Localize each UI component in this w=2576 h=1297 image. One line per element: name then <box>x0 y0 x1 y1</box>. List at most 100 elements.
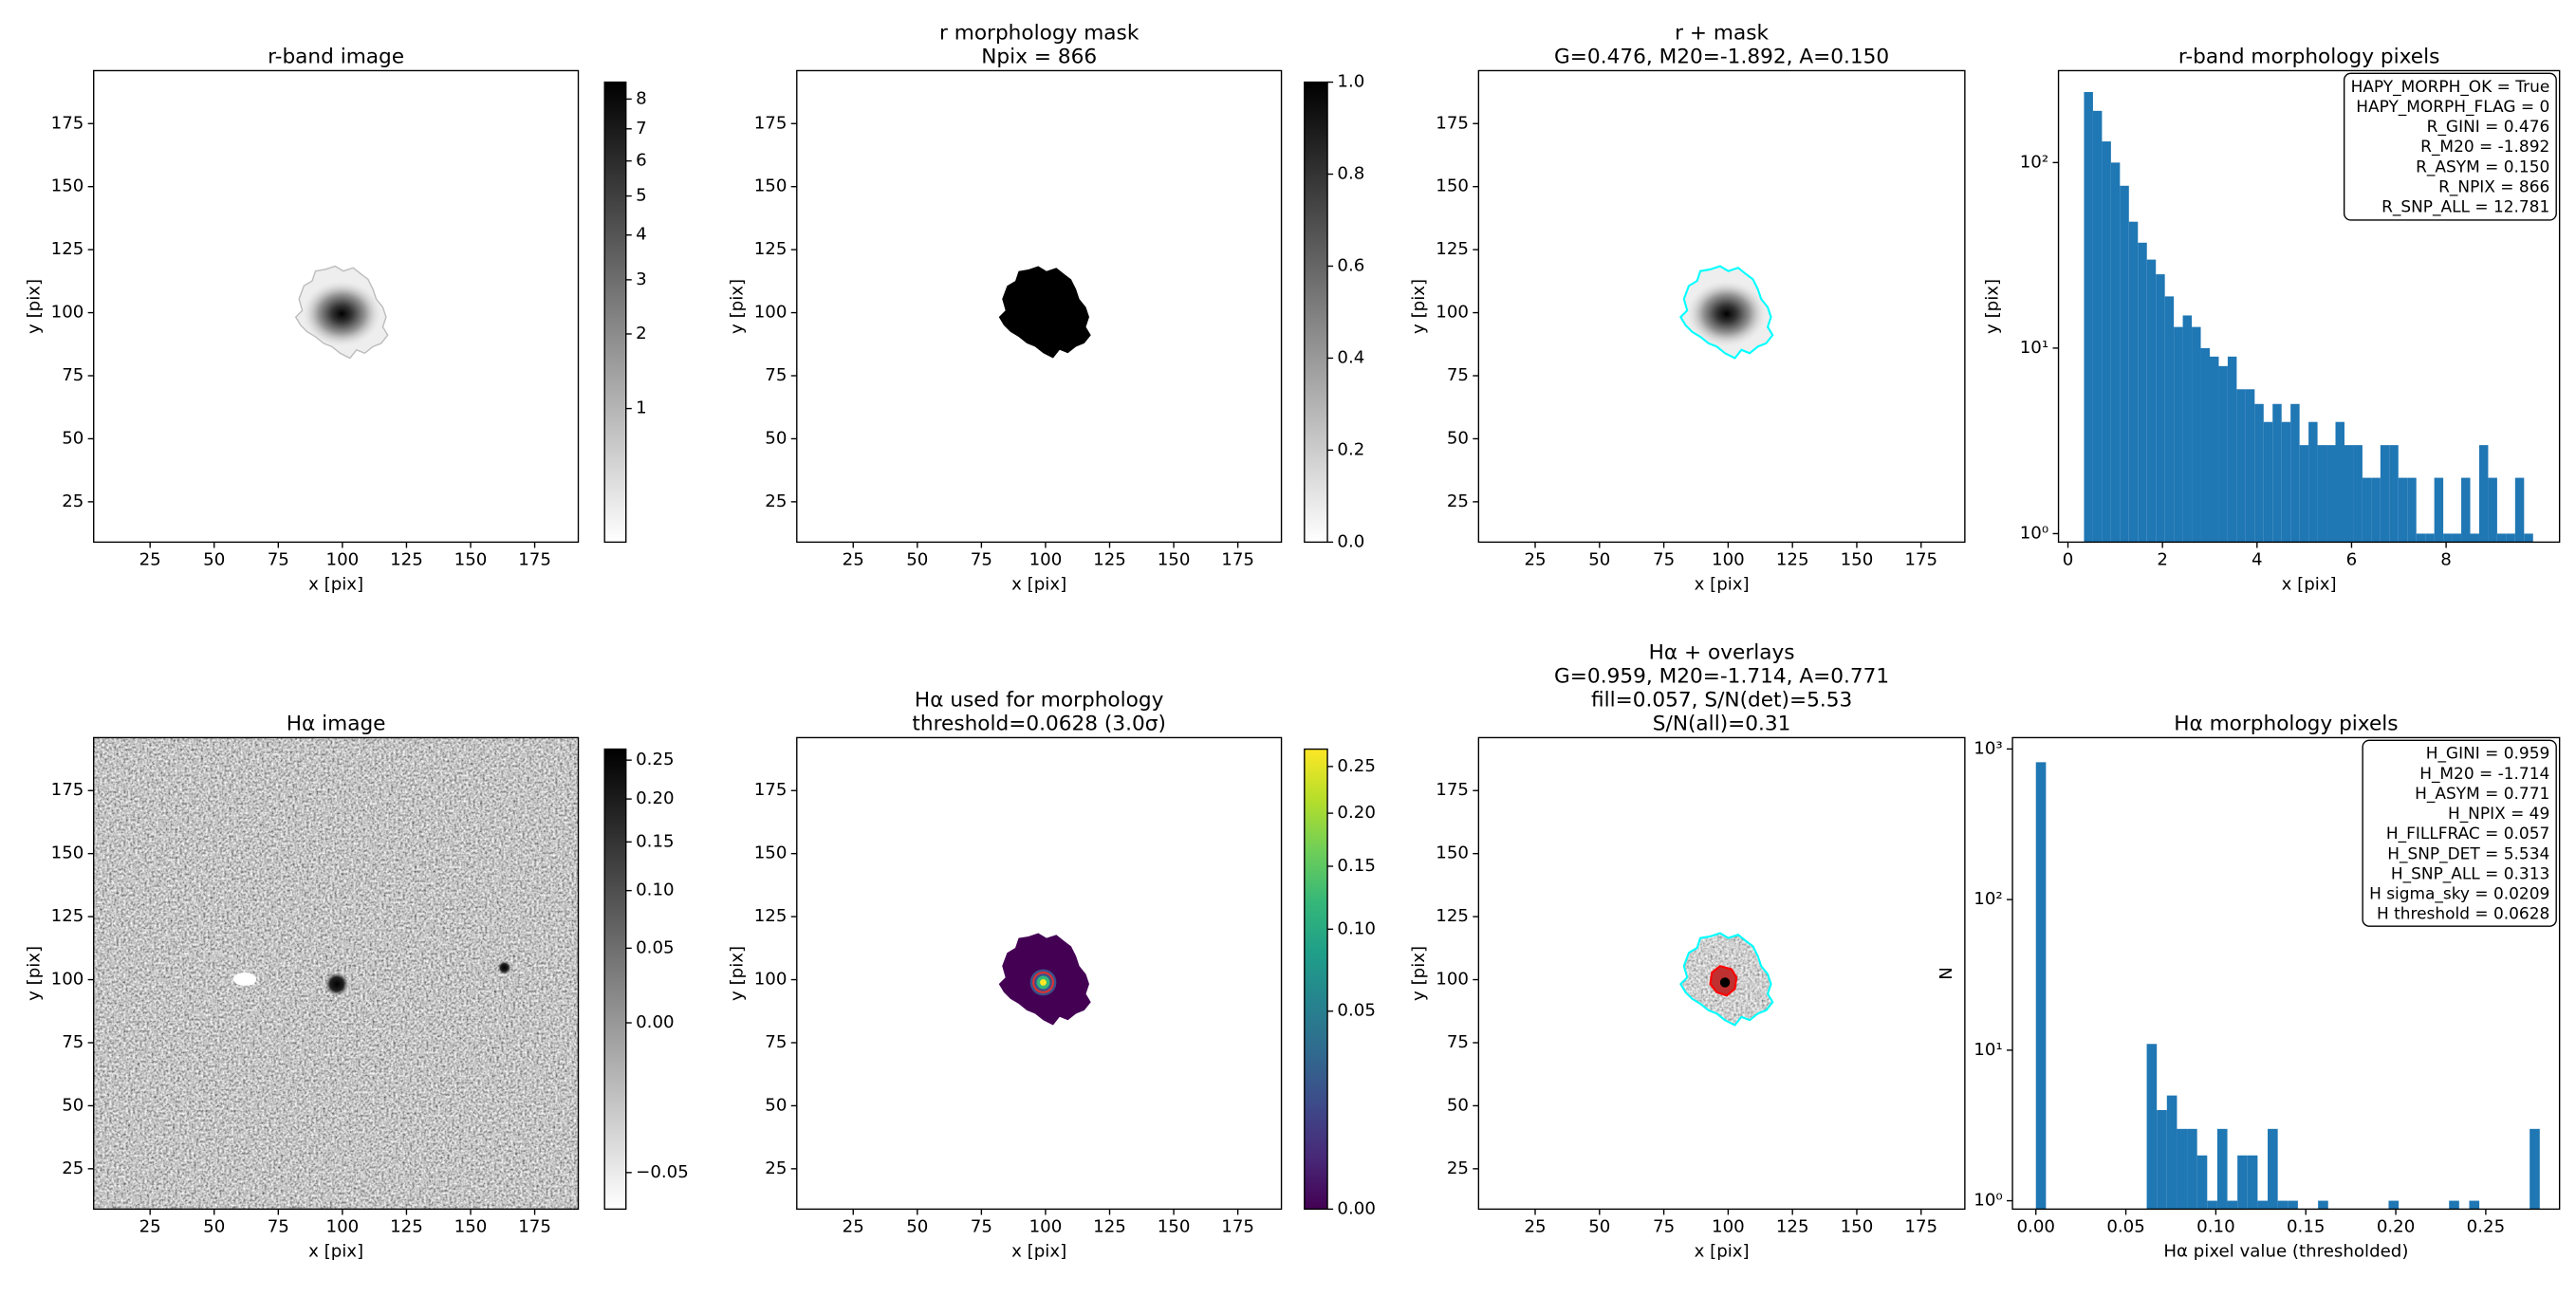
y-axis-label: y [pix] <box>24 946 44 1001</box>
stats-line: H_SNP_ALL = 0.313 <box>2391 863 2549 883</box>
colorbar-tick-label: 0.20 <box>1337 803 1375 823</box>
bar <box>2335 421 2344 543</box>
colorbar-tick-label: 0.20 <box>636 788 674 808</box>
y-tick-label: 175 <box>1436 113 1469 133</box>
bar <box>2182 315 2193 543</box>
x-axis-label: x [pix] <box>308 1241 363 1261</box>
x-tick-label: 75 <box>971 549 992 569</box>
bar <box>2254 403 2264 543</box>
y-axis-label: y [pix] <box>1982 279 2002 334</box>
x-tick-label: 150 <box>1841 549 1874 569</box>
stats-line: H_NPIX = 49 <box>2448 804 2549 824</box>
r-mask-image <box>1679 265 1774 360</box>
stats-box-frame <box>2343 72 2557 221</box>
panel-title: threshold=0.0628 (3.0σ) <box>912 713 1165 736</box>
x-tick-label: 150 <box>1158 549 1191 569</box>
x-tick-label: 75 <box>268 1216 289 1236</box>
panel-title: fill=0.057, S/N(det)=5.53 <box>1591 688 1852 712</box>
x-tick-label: 50 <box>906 549 928 569</box>
bar <box>2146 259 2157 543</box>
bar <box>2281 421 2291 543</box>
bar <box>2514 477 2525 543</box>
x-tick-label: 75 <box>971 1216 992 1236</box>
colorbar-tick-label: 0.05 <box>1337 1001 1375 1021</box>
x-tick-label: 100 <box>326 549 360 569</box>
bar <box>2209 356 2219 543</box>
bar <box>2416 533 2426 543</box>
y-tick-label: 25 <box>765 1158 787 1178</box>
stats-line: H_GINI = 0.959 <box>2426 744 2550 764</box>
y-tick-label: 50 <box>765 428 787 448</box>
x-axis-label: Hα pixel value (thresholded) <box>2163 1241 2408 1261</box>
stats-line: H_ASYM = 0.771 <box>2415 784 2549 804</box>
x-tick-label: 175 <box>1221 1216 1254 1236</box>
x-tick-label: 8 <box>2440 549 2452 569</box>
x-tick-label: 125 <box>1776 549 1809 569</box>
bar <box>2388 1200 2400 1210</box>
bar <box>2461 477 2471 543</box>
y-tick-label: 25 <box>62 1158 83 1178</box>
axes-frame <box>1477 736 1966 1211</box>
bar <box>2092 110 2103 543</box>
bar <box>2035 762 2047 1210</box>
bar <box>2488 477 2497 543</box>
bar <box>2166 1095 2178 1210</box>
x-axis-label: x [pix] <box>2282 574 2337 594</box>
y-tick-label: 75 <box>1447 365 1469 385</box>
stats-line: H_FILLFRAC = 0.057 <box>2386 824 2549 843</box>
panel-title: G=0.476, M20=-1.892, A=0.150 <box>1554 46 1889 69</box>
y-tick-label: 50 <box>62 428 83 448</box>
bar <box>2263 421 2273 543</box>
bar <box>2407 477 2417 543</box>
colorbar <box>1304 81 1328 544</box>
colorbar-tick-label: 4 <box>636 225 647 245</box>
x-tick-label: 100 <box>1712 549 1745 569</box>
bar <box>2353 445 2363 543</box>
y-tick-label: 125 <box>51 239 84 259</box>
panel-title: Npix = 866 <box>981 46 1097 69</box>
y-tick-label: 175 <box>51 113 84 133</box>
stats-line: R_M20 = -1.892 <box>2420 137 2549 157</box>
colorbar-tick-label: 0.10 <box>1337 918 1375 938</box>
x-axis-label: x [pix] <box>308 574 363 594</box>
x-tick-label: 0 <box>2063 549 2074 569</box>
y-tick-label: 125 <box>754 239 788 259</box>
colorbar-tick-label: 0.6 <box>1337 255 1364 275</box>
bar <box>2164 296 2175 543</box>
r-band-image <box>294 265 389 360</box>
colorbar-tick-label: 0.4 <box>1337 347 1364 367</box>
colorbar-tick-label: 6 <box>636 151 647 171</box>
stats-line: R_SNP_ALL = 12.781 <box>2381 197 2549 217</box>
bar <box>2317 445 2327 543</box>
x-tick-label: 50 <box>1588 1216 1610 1236</box>
y-tick-label: 25 <box>1447 1158 1469 1178</box>
bar <box>2434 477 2444 543</box>
x-tick-label: 175 <box>518 549 551 569</box>
stats-line: H_M20 = -1.714 <box>2419 764 2549 784</box>
panel-title: Hα used for morphology <box>915 688 1164 712</box>
y-tick-label: 150 <box>1436 843 1469 863</box>
x-axis-label: x [pix] <box>1011 574 1066 594</box>
bar <box>2257 1200 2269 1210</box>
bar <box>2470 533 2479 543</box>
x-tick-label: 75 <box>1653 1216 1675 1236</box>
y-tick-label: 10¹ <box>1974 1040 2002 1060</box>
x-tick-label: 100 <box>1029 549 1063 569</box>
x-axis-label: x [pix] <box>1695 1241 1750 1261</box>
x-tick-label: 50 <box>203 1216 225 1236</box>
y-tick-label: 150 <box>754 176 788 196</box>
x-tick-label: 125 <box>1093 1216 1126 1236</box>
y-tick-label: 150 <box>754 843 788 863</box>
y-tick-label: 100 <box>1436 303 1469 323</box>
colorbar-tick-label: 3 <box>636 269 647 289</box>
x-tick-label: 50 <box>203 549 225 569</box>
x-tick-label: 175 <box>1904 1216 1937 1236</box>
x-tick-label: 50 <box>906 1216 928 1236</box>
x-tick-label: 25 <box>843 1216 864 1236</box>
stats-line: H threshold = 0.0628 <box>2377 904 2549 923</box>
y-tick-label: 10² <box>1974 889 2002 909</box>
bar <box>2207 1200 2217 1210</box>
x-axis-label: x [pix] <box>1695 574 1750 594</box>
